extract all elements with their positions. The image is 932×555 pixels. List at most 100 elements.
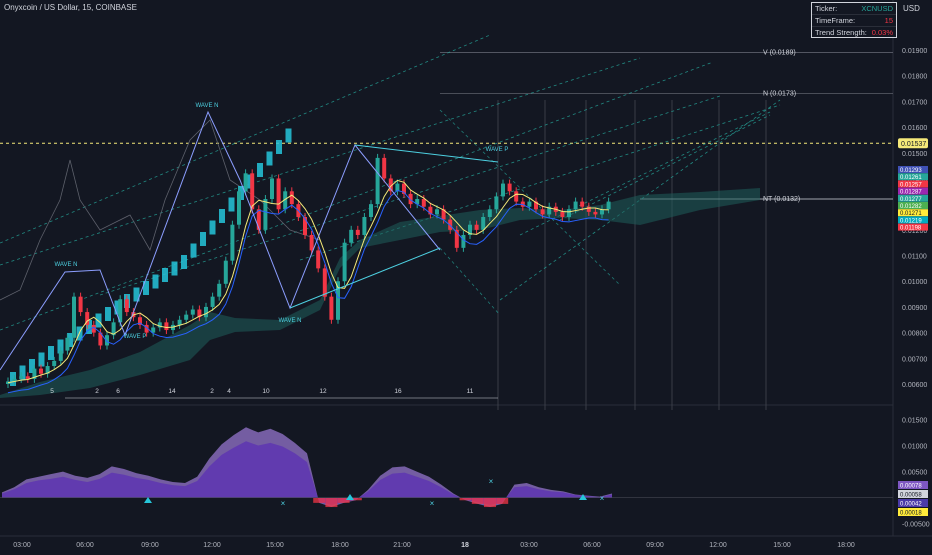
price-tick-label: 0.01200 (902, 228, 927, 235)
osc-value-label: 0.00058 (900, 493, 922, 499)
candle-body (388, 178, 393, 192)
trend-step-box (57, 339, 64, 354)
trend-step-box (209, 220, 216, 235)
candle-body (19, 376, 24, 379)
candle-body (494, 196, 499, 210)
candle-body (243, 173, 248, 192)
candle-body (428, 206, 433, 215)
shadow-line (0, 119, 321, 301)
oscillator-up-marker (144, 497, 152, 503)
candle-body (118, 299, 123, 323)
currency-label[interactable]: USD (903, 4, 920, 13)
candle-body (223, 260, 228, 284)
candle-body (527, 201, 532, 207)
osc-value-box (898, 508, 928, 516)
price-tick-label: 0.01000 (902, 279, 927, 286)
count-label: 12 (319, 388, 327, 395)
candle-body (322, 268, 327, 297)
wave-label: WAVE P (124, 334, 147, 340)
candle-body (32, 368, 37, 379)
candle-body (586, 206, 591, 212)
candle-body (270, 178, 274, 200)
price-tag-label: 0.01261 (900, 175, 922, 181)
timeframe-label: TimeFrame: (815, 16, 856, 25)
time-tick-label: 18:00 (837, 542, 855, 549)
trend-step-box (48, 346, 54, 360)
info-panel: Ticker: XCNUSD TimeFrame: 15 Trend Stren… (811, 2, 897, 38)
candle-body (98, 332, 103, 346)
price-tick-label: 0.01700 (902, 99, 927, 106)
price-tick-label: 0.00600 (902, 382, 927, 389)
candle-body (573, 201, 578, 210)
price-tag-label: 0.01287 (900, 190, 922, 196)
time-tick-label: 12:00 (203, 542, 221, 549)
candle-body (12, 378, 17, 382)
trend-step-box (105, 307, 111, 321)
count-label: 11 (467, 388, 474, 395)
count-label: 2 (95, 388, 99, 395)
count-label: 16 (394, 388, 402, 395)
time-tick-label: 21:00 (393, 542, 411, 549)
time-tick-label: 15:00 (773, 542, 791, 549)
osc-value-box (898, 499, 928, 507)
ticker-label: Ticker: (815, 4, 838, 13)
candle-body (395, 183, 400, 192)
candle-body (111, 322, 116, 336)
price-tick-label: 0.01900 (902, 48, 927, 55)
trend-step-box (190, 243, 197, 258)
oscillator-cross-marker: × (430, 499, 435, 508)
candle-body (375, 157, 380, 205)
osc-tick-label: 0.01000 (902, 443, 927, 450)
price-tag-label: 0.01293 (900, 168, 922, 174)
price-tick-label: 0.01500 (902, 151, 927, 158)
candle-body (474, 224, 479, 230)
candle-body (514, 191, 519, 202)
oscillator-negative-bar (471, 497, 484, 504)
candle-body (461, 234, 466, 248)
trend-step-box (114, 300, 121, 315)
level-label: V (0.0189) (763, 50, 796, 57)
osc-tick-label: 0.00500 (902, 470, 927, 477)
trend-value: 0.03% (871, 28, 893, 37)
candle-body (58, 350, 63, 361)
candle-body (197, 309, 202, 318)
oscillator-negative-bar (337, 497, 350, 503)
time-tick-label: 15:00 (266, 542, 284, 549)
candle-body (468, 224, 472, 235)
wave-label: WAVE P (486, 147, 509, 153)
price-tag-label: 0.01198 (900, 226, 922, 232)
candle-body (435, 209, 439, 215)
candle-body (540, 209, 545, 215)
candle-body (124, 299, 129, 313)
candle-body (487, 209, 492, 217)
candle-body (144, 324, 149, 333)
candle-body (501, 183, 505, 197)
price-tick-label: 0.00900 (902, 305, 927, 312)
candle-body (369, 204, 373, 217)
price-line-tag (898, 138, 928, 149)
ichimoku-cloud (0, 188, 760, 398)
oscillator-cross-marker: × (489, 477, 494, 486)
candle-body (25, 376, 30, 379)
candle-body (342, 242, 347, 282)
time-tick-label: 03:00 (13, 542, 31, 549)
candle-body (316, 250, 321, 269)
count-label: 6 (116, 388, 120, 395)
candle-body (210, 296, 215, 307)
candle-body (507, 183, 512, 192)
candle-body (204, 306, 208, 318)
trend-step-box (285, 128, 292, 143)
candle-body (190, 309, 195, 315)
price-tag-box (898, 202, 928, 209)
level-label: NT (0.0132) (763, 196, 800, 203)
price-tag-box (898, 180, 928, 188)
trend-step-box (276, 140, 282, 154)
candle-body (91, 324, 96, 333)
ticker-value: XCNUSD (861, 4, 893, 13)
time-tick-label: 18:00 (331, 542, 349, 549)
price-tick-label: 0.01600 (902, 125, 927, 132)
candle-body (184, 314, 189, 320)
oscillator-negative-bar (349, 497, 362, 501)
